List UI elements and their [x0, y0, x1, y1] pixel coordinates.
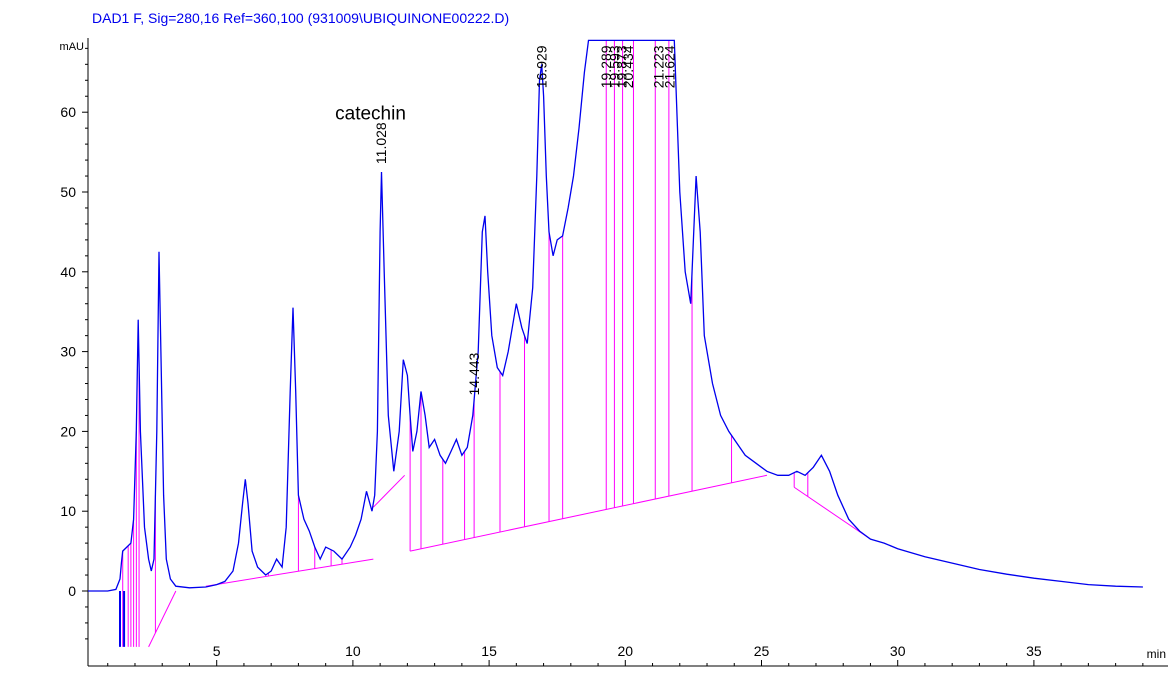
x-ticks: 5 10 15 20 25 30 35: [213, 643, 1042, 666]
y-tick-label: 10: [60, 503, 76, 519]
peak-drop-lines: [118, 40, 871, 648]
y-ticks: 0 10 20 30 40 50 60: [60, 104, 88, 599]
y-tick-label: 50: [60, 184, 76, 200]
peak-label: 19.873: [614, 45, 630, 88]
minor-ticks: [85, 47, 1144, 666]
annotations: catechin: [335, 103, 406, 124]
baseline-segment: [410, 474, 768, 552]
x-tick-label: 15: [481, 643, 497, 659]
x-tick-label: 25: [754, 643, 770, 659]
y-tick-label: 0: [68, 583, 76, 599]
y-tick-label: 40: [60, 264, 76, 280]
x-tick-label: 10: [345, 643, 361, 659]
x-tick-label: 20: [618, 643, 634, 659]
peak-label: 11.028: [373, 122, 389, 164]
baseline-segment: [372, 474, 406, 508]
peak-label: 16.929: [534, 45, 550, 88]
peak-label: 21.223: [651, 45, 667, 88]
peak-label: 19.289: [598, 45, 614, 88]
y-tick-label: 30: [60, 344, 76, 360]
baseline-segment: [148, 590, 177, 648]
baseline-segment: [793, 486, 871, 540]
y-axis-label: mAU: [60, 41, 85, 53]
peak-labels: 11.028 14.443 16.929 19.28919.59319.87320.4…: [373, 45, 678, 395]
chart-header: DAD1 F, Sig=280,16 Ref=360,100 (931009\U…: [92, 10, 509, 26]
y-tick-label: 20: [60, 423, 76, 439]
x-tick-label: 5: [213, 643, 221, 659]
chromatogram-trace: [88, 39, 1143, 592]
y-tick-label: 60: [60, 104, 76, 120]
peak-label: 19.593: [606, 45, 622, 88]
baseline-segment: [205, 558, 374, 587]
x-tick-label: 30: [890, 643, 906, 659]
x-axis-label: min: [1147, 647, 1166, 661]
peak-label: 21.624: [661, 45, 677, 88]
x-tick-label: 35: [1026, 643, 1042, 659]
compound-annotation: catechin: [335, 103, 406, 124]
peak-label: 14.443: [466, 352, 482, 395]
peak-label: 20.434: [620, 45, 636, 88]
